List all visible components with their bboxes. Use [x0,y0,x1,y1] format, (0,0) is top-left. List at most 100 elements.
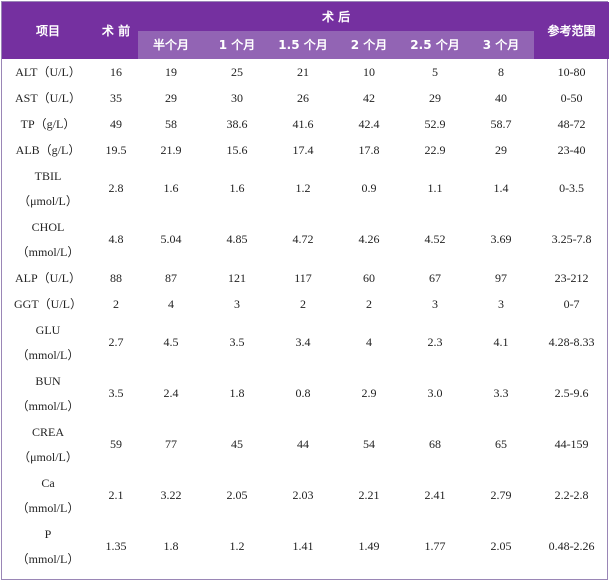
header-postop: 术 后 [138,2,535,31]
item-unit: （μmol/L） [18,193,78,208]
header-month: 3 个月 [468,31,535,59]
cell-reference: 2.5-9.6 [554,386,589,400]
cell-postop: 60 [363,270,375,285]
row-item-name: ALB（g/L） [2,137,94,163]
cell-preop: 2.8 [108,181,124,195]
cell-postop: 29 [429,90,441,105]
cell-postop: 17.4 [292,142,314,157]
cell-postop: 10 [363,64,375,79]
cell-postop: 19 [165,64,177,79]
header-reference-range: 参考范围 [534,2,610,59]
cell-postop: 25 [231,64,243,79]
cell-postop: 3.4 [295,335,311,349]
table-row: ALP（U/L） 88 87 121 117 60 67 97 23-212 [2,265,609,291]
row-item-name: CHOL （mmol/L） [2,214,94,265]
cell-preop: 2.7 [108,335,124,349]
row-item-name: ALP（U/L） [2,265,94,291]
cell-postop: 29 [165,90,177,105]
cell-postop: 1.49 [358,539,380,553]
cell-postop: 21 [297,64,309,79]
cell-reference: 23-212 [554,270,589,285]
cell-postop: 121 [228,270,246,285]
cell-postop: 29 [495,142,508,157]
cell-postop: 2.05 [490,539,512,553]
cell-postop: 1.4 [493,181,509,195]
cell-postop: 2.3 [427,335,443,349]
cell-postop: 42 [363,90,375,105]
cell-postop: 26 [297,90,309,105]
cell-preop: 2 [113,296,119,311]
row-item-name: Ca （mmol/L） [2,470,94,521]
cell-postop: 3.5 [229,335,245,349]
cell-postop: 1.77 [424,539,446,553]
cell-preop: 16 [110,64,122,79]
item-label: Ca [41,475,55,490]
table-row: GLU （mmol/L） 2.7 4.5 3.5 3.4 4 2.3 4.1 4.28-8.33 [2,317,609,368]
item-unit: （mmol/L） [16,551,80,566]
table-body: ALT（U/L） 16 19 25 21 10 5 8 10-80 AST（U/L） 35 29 30 2… [2,59,609,572]
item-unit: （mmol/L） [16,398,80,413]
item-unit: （mmol/L） [16,500,80,515]
row-item-name: CREA （μmol/L） [2,419,94,470]
cell-postop: 2.79 [490,488,512,502]
cell-reference: 48-72 [557,116,586,131]
cell-preop: 2.1 [108,488,124,502]
cell-postop: 67 [429,270,441,285]
header-month: 2 个月 [336,31,402,59]
cell-postop: 8 [498,64,505,79]
item-label: GLU [35,322,61,337]
cell-postop: 58.7 [490,116,512,131]
table-row: ALT（U/L） 16 19 25 21 10 5 8 10-80 [2,59,609,85]
cell-preop: 19.5 [105,142,127,157]
row-item-name: BUN （mmol/L） [2,368,94,419]
cell-postop: 1.6 [163,181,179,195]
cell-postop: 0.9 [361,181,377,195]
cell-postop: 3 [432,296,438,311]
cell-postop: 52.9 [424,116,446,131]
row-item-name: P （mmol/L） [2,521,94,572]
cell-preop: 88 [110,270,122,285]
cell-postop: 97 [495,270,508,285]
row-item-name: GGT（U/L） [2,291,94,317]
cell-preop: 3.5 [108,386,124,400]
table-row: AST（U/L） 35 29 30 26 42 29 40 0-50 [2,85,609,111]
item-label: TBIL [34,168,62,183]
row-item-name: TBIL （μmol/L） [2,163,94,214]
cell-postop: 3 [498,296,505,311]
table-row: CREA （μmol/L） 59 77 45 44 54 68 65 44-159 [2,419,609,470]
cell-postop: 2 [300,296,306,311]
cell-postop: 1.8 [229,386,245,400]
cell-reference: 0.48-2.26 [548,539,595,553]
item-unit: （μmol/L） [18,449,78,464]
cell-postop: 2.21 [358,488,380,502]
cell-postop: 2.9 [361,386,377,400]
header-month: 1 个月 [204,31,270,59]
cell-postop: 17.8 [358,142,380,157]
cell-postop: 54 [363,437,375,451]
item-label: ALB（g/L） [15,143,81,157]
cell-reference: 44-159 [554,437,589,451]
cell-preop: 1.35 [105,539,127,553]
item-unit: （mmol/L） [16,244,80,259]
cell-postop: 22.9 [424,142,446,157]
cell-postop: 4.1 [493,335,509,349]
table-row: BUN （mmol/L） 3.5 2.4 1.8 0.8 2.9 3.0 3.3 2.5-9.6 [2,368,609,419]
item-label: GGT（U/L） [14,297,82,311]
cell-postop: 30 [231,90,243,105]
lab-results-table: 项目 术 前 术 后 参考范围 半个月 1 个月 1.5 个月 2 个月 2.5… [2,2,610,572]
cell-postop: 4.85 [226,232,248,246]
item-unit: （mmol/L） [16,347,80,362]
cell-postop: 45 [231,437,243,451]
cell-reference: 0-7 [563,296,580,311]
row-item-name: ALT（U/L） [2,59,94,85]
cell-postop: 4.72 [292,232,314,246]
cell-postop: 15.6 [226,142,248,157]
header-item: 项目 [2,2,94,59]
table-row: P （mmol/L） 1.35 1.8 1.2 1.41 1.49 1.77 2.05 0.48-… [2,521,609,572]
item-label: TP（g/L） [20,117,76,131]
cell-postop: 117 [294,270,312,285]
cell-reference: 2.2-2.8 [554,488,589,502]
cell-preop: 59 [110,437,122,451]
cell-preop: 49 [110,116,122,131]
item-label: ALP（U/L） [14,271,81,285]
